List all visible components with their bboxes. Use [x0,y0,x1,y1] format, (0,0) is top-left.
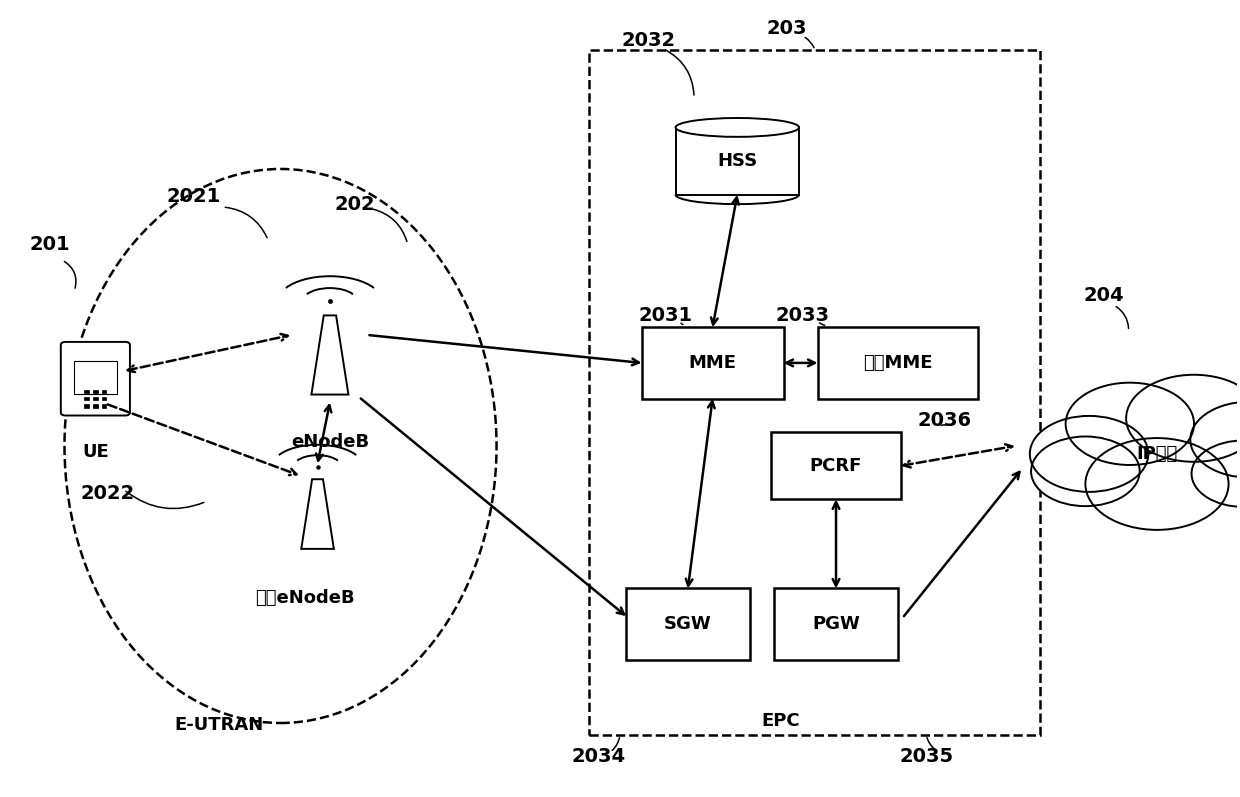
Bar [93,391,98,394]
Bar [102,398,107,400]
Text: 2031: 2031 [639,306,693,325]
Text: IP业务: IP业务 [1136,445,1178,463]
Text: eNodeB: eNodeB [291,433,370,451]
Circle shape [1192,441,1240,507]
Circle shape [1032,437,1140,506]
Bar [84,404,89,407]
Bar [676,128,799,194]
Bar [102,404,107,407]
Polygon shape [301,479,334,549]
Text: 2022: 2022 [81,484,135,503]
Polygon shape [311,316,348,395]
Bar [817,328,978,398]
Bar [771,432,900,500]
Ellipse shape [676,118,799,137]
Text: MME: MME [688,354,737,372]
Text: EPC: EPC [761,712,800,729]
Bar [74,361,117,394]
Circle shape [1126,375,1240,461]
Circle shape [1085,438,1229,530]
Bar [93,404,98,407]
Bar [102,391,107,394]
Text: UE: UE [82,443,109,461]
Text: 2034: 2034 [572,747,626,766]
Text: PGW: PGW [812,615,861,633]
Text: 203: 203 [766,19,807,38]
Text: 2036: 2036 [918,411,972,430]
Bar [774,588,898,660]
Text: PCRF: PCRF [810,457,862,475]
Text: 201: 201 [30,234,69,253]
Text: HSS: HSS [717,152,758,170]
Text: E-UTRAN: E-UTRAN [174,716,263,733]
Text: 其它eNodeB: 其它eNodeB [255,589,355,607]
Bar [589,50,1039,735]
Text: 2033: 2033 [776,306,830,325]
Bar [93,398,98,400]
FancyBboxPatch shape [61,342,130,415]
Text: 202: 202 [335,195,374,214]
Circle shape [1190,402,1240,477]
Text: 2035: 2035 [899,747,954,766]
Bar [626,588,750,660]
Circle shape [1065,383,1194,465]
Text: 2021: 2021 [167,187,221,206]
Text: 204: 204 [1084,286,1125,305]
Bar [84,391,89,394]
Bar [641,328,784,398]
Text: 其它MME: 其它MME [863,354,932,372]
Text: SGW: SGW [663,615,712,633]
Text: 2032: 2032 [621,31,676,50]
Circle shape [1030,416,1148,492]
Bar [84,398,89,400]
